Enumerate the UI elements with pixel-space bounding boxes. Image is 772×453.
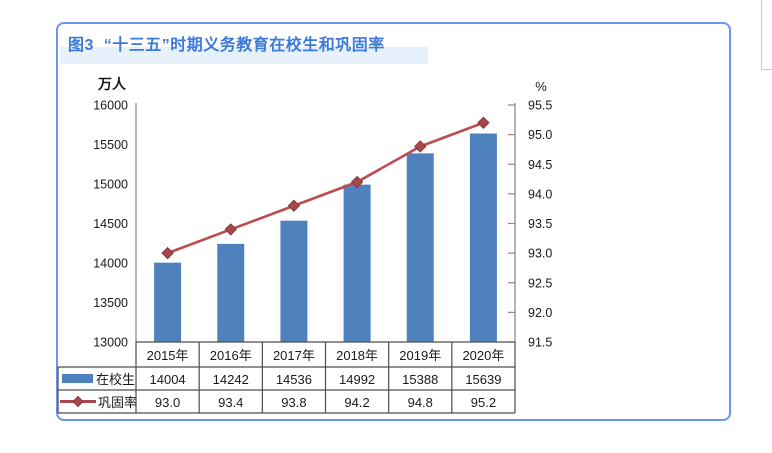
- year-label: 2017年: [273, 348, 315, 363]
- right-tick-label: 92.0: [528, 306, 552, 320]
- line-marker-2018年: [350, 175, 364, 189]
- enrollment-value: 14004: [150, 372, 186, 387]
- figure-title: 图3 “十三五”时期义务教育在校生和巩固率: [68, 37, 385, 54]
- right-tick-label: 93.0: [528, 247, 552, 261]
- rate-value: 94.8: [408, 395, 433, 410]
- enrollment-value: 14536: [276, 372, 312, 387]
- year-label: 2019年: [399, 348, 441, 363]
- bar-2016年: [217, 243, 245, 342]
- enrollment-value: 14992: [339, 372, 375, 387]
- bar-2017年: [280, 220, 308, 342]
- right-axis-unit: %: [535, 79, 547, 94]
- left-tick-label: 13500: [93, 296, 128, 310]
- left-tick-label: 14000: [93, 257, 128, 271]
- right-tick-label: 92.5: [528, 276, 552, 290]
- adjacent-panel-corner: [761, 0, 772, 70]
- rate-value: 94.2: [344, 395, 369, 410]
- left-tick-label: 13000: [93, 336, 128, 350]
- year-label: 2015年: [147, 348, 189, 363]
- bar-2019年: [406, 153, 434, 342]
- bar-legend-swatch: [62, 374, 93, 383]
- bar-2018年: [343, 184, 371, 342]
- right-tick-label: 94.5: [528, 158, 552, 172]
- line-legend-marker: [72, 395, 84, 408]
- line-legend-label: 巩固率: [98, 395, 137, 410]
- enrollment-value: 15639: [465, 372, 501, 387]
- right-tick-label: 94.0: [528, 187, 552, 201]
- left-tick-label: 15000: [93, 178, 128, 192]
- year-label: 2018年: [336, 348, 378, 363]
- right-tick-label: 95.5: [528, 99, 552, 113]
- line-marker-2016年: [224, 223, 237, 236]
- enrollment-value: 14242: [213, 372, 249, 387]
- right-tick-label: 95.0: [528, 128, 552, 142]
- year-label: 2020年: [462, 348, 504, 363]
- left-tick-label: 14500: [93, 217, 128, 231]
- enrollment-value: 15388: [402, 372, 438, 387]
- right-tick-label: 91.5: [528, 336, 552, 350]
- line-marker-2017年: [287, 199, 301, 212]
- title-highlight-band: [60, 47, 428, 64]
- figure-frame: [56, 22, 731, 421]
- right-tick-label: 93.5: [528, 217, 552, 231]
- line-marker-2020年: [477, 116, 490, 129]
- line-marker-2019年: [414, 140, 427, 153]
- rate-value: 93.0: [155, 395, 180, 410]
- rate-value: 93.8: [281, 395, 306, 410]
- bar-2020年: [469, 133, 497, 342]
- rate-value: 93.4: [218, 395, 243, 410]
- left-tick-label: 16000: [93, 99, 128, 113]
- left-tick-label: 15500: [93, 138, 128, 152]
- bar-legend-label: 在校生: [96, 372, 135, 387]
- bar-2015年: [154, 262, 182, 342]
- left-axis-unit: 万人: [97, 76, 127, 92]
- year-label: 2016年: [210, 348, 252, 363]
- line-marker-2015年: [161, 246, 174, 260]
- rate-value: 95.2: [471, 395, 496, 410]
- rate-line: [167, 121, 484, 255]
